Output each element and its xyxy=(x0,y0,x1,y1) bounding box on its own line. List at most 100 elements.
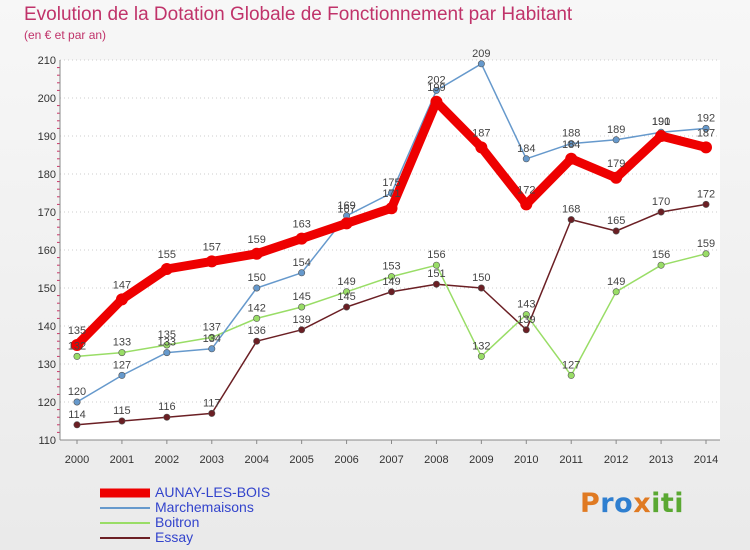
data-label-marchemaisons: 189 xyxy=(607,124,625,136)
data-label-boitron: 142 xyxy=(248,302,266,314)
data-point-essay xyxy=(163,413,171,421)
data-point-boitron xyxy=(702,250,710,258)
x-tick-label: 2001 xyxy=(110,454,134,466)
data-point-aunay-les-bois xyxy=(565,152,578,165)
logo-letter: x xyxy=(633,488,652,519)
data-label-aunay-les-bois: 155 xyxy=(158,249,176,261)
data-label-marchemaisons: 209 xyxy=(472,48,490,60)
x-tick-label: 2010 xyxy=(514,454,538,466)
data-point-aunay-les-bois xyxy=(700,141,712,154)
data-point-boitron xyxy=(477,352,485,360)
data-label-aunay-les-bois: 190 xyxy=(652,116,670,128)
data-labels: 114 115 116 117 136 139 145 149 151 150 139 168 165 1… xyxy=(68,48,715,421)
data-point-aunay-les-bois xyxy=(385,202,398,215)
data-point-boitron xyxy=(612,288,620,296)
data-label-marchemaisons: 188 xyxy=(562,128,580,140)
data-label-marchemaisons: 192 xyxy=(697,112,715,124)
data-point-essay xyxy=(343,303,351,311)
data-label-boitron: 132 xyxy=(68,340,86,352)
x-tick-label: 2011 xyxy=(559,454,583,466)
data-label-essay: 139 xyxy=(517,314,535,326)
data-point-aunay-les-bois xyxy=(160,263,173,275)
y-tick-label: 180 xyxy=(38,169,56,181)
data-point-marchemaisons xyxy=(477,60,485,68)
legend-swatch-aunay xyxy=(100,488,150,497)
data-label-marchemaisons: 175 xyxy=(382,177,400,189)
data-label-marchemaisons: 191 xyxy=(652,116,670,128)
data-point-marchemaisons xyxy=(567,140,575,148)
data-point-aunay-les-bois xyxy=(655,130,668,142)
data-point-aunay-les-bois xyxy=(475,141,488,154)
y-tick-label: 200 xyxy=(38,93,56,105)
data-point-aunay-les-bois xyxy=(430,95,443,108)
data-label-essay: 168 xyxy=(562,204,580,216)
data-label-aunay-les-bois: 187 xyxy=(472,127,490,139)
x-tick-label: 2013 xyxy=(649,454,673,466)
data-point-marchemaisons xyxy=(208,345,216,353)
x-tick-label: 2004 xyxy=(244,454,268,466)
grid xyxy=(60,59,720,441)
data-point-boitron xyxy=(163,341,171,349)
data-point-marchemaisons xyxy=(118,371,126,379)
chart-title: Evolution de la Dotation Globale de Fonc… xyxy=(24,4,573,25)
logo-letter: r xyxy=(600,488,615,519)
axes: 110 120 130 140 150 160 170 180 190 200 210 2000 200… xyxy=(38,55,720,466)
data-label-aunay-les-bois: 187 xyxy=(697,127,715,139)
legend-item-boitron: Boitron xyxy=(100,514,360,530)
data-point-boitron xyxy=(657,261,665,269)
data-point-marchemaisons xyxy=(612,136,620,144)
data-label-essay: 172 xyxy=(697,188,715,200)
logo-letter: P xyxy=(580,488,601,519)
data-label-boitron: 137 xyxy=(203,321,221,333)
y-tick-label: 160 xyxy=(38,245,56,257)
y-tick-label: 170 xyxy=(38,207,56,219)
x-tick-label: 2008 xyxy=(424,454,448,466)
data-point-essay xyxy=(702,200,710,208)
data-label-essay: 145 xyxy=(337,291,355,303)
y-tick-label: 120 xyxy=(38,397,56,409)
y-tick-label: 150 xyxy=(38,283,56,295)
data-point-marchemaisons xyxy=(702,124,710,132)
data-label-aunay-les-bois: 171 xyxy=(382,188,400,200)
data-point-marchemaisons xyxy=(253,284,261,292)
data-point-marchemaisons xyxy=(73,398,81,406)
data-point-essay xyxy=(567,216,575,224)
legend-swatch-boitron xyxy=(100,521,150,524)
data-point-boitron xyxy=(253,314,261,322)
x-tick-label: 2014 xyxy=(694,454,718,466)
data-point-essay xyxy=(612,227,620,235)
data-label-essay: 165 xyxy=(607,215,625,227)
data-point-essay xyxy=(387,288,395,296)
data-label-marchemaisons: 150 xyxy=(248,272,266,284)
data-point-essay xyxy=(298,326,306,334)
data-point-marchemaisons xyxy=(163,349,171,357)
data-point-boitron xyxy=(567,371,575,379)
legend-item-marchemaisons: Marchemaisons xyxy=(100,499,360,515)
y-tick-label: 130 xyxy=(38,359,56,371)
data-label-boitron: 132 xyxy=(472,340,490,352)
data-label-marchemaisons: 127 xyxy=(113,359,131,371)
data-point-boitron xyxy=(73,352,81,360)
data-label-aunay-les-bois: 157 xyxy=(203,241,221,253)
data-point-aunay-les-bois xyxy=(250,247,263,260)
legend-label-marchemaisons: Marchemaisons xyxy=(155,499,254,515)
data-label-marchemaisons: 184 xyxy=(517,143,535,155)
data-point-boitron xyxy=(432,261,440,269)
data-point-marchemaisons xyxy=(522,155,530,163)
data-label-essay: 116 xyxy=(158,401,176,413)
data-label-essay: 170 xyxy=(652,196,670,208)
data-label-boitron: 135 xyxy=(158,329,176,341)
data-label-boitron: 127 xyxy=(562,359,580,371)
data-label-boitron: 159 xyxy=(697,238,715,250)
y-tick-label: 190 xyxy=(38,131,56,143)
y-tick-label: 140 xyxy=(38,321,56,333)
data-label-marchemaisons: 120 xyxy=(68,386,86,398)
data-point-aunay-les-bois xyxy=(340,217,353,230)
x-tick-label: 2003 xyxy=(200,454,224,466)
data-label-boitron: 145 xyxy=(292,291,310,303)
data-label-aunay-les-bois: 167 xyxy=(337,203,355,215)
data-point-essay xyxy=(657,208,665,216)
data-label-aunay-les-bois: 184 xyxy=(562,139,580,151)
